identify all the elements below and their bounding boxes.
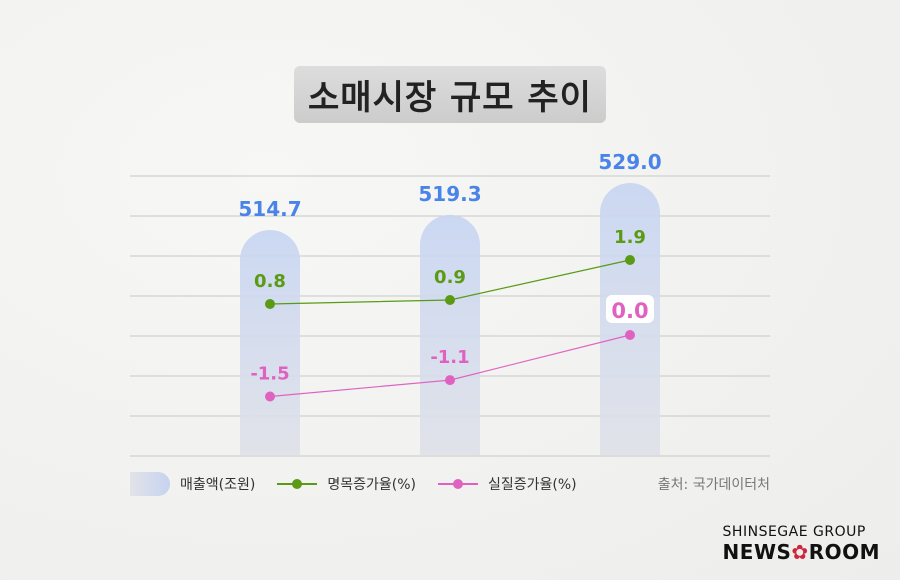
point-value-label: 0.9 [434, 267, 466, 288]
flower-icon: ✿ [791, 540, 809, 564]
legend-label: 명목증가율(%) [327, 477, 416, 493]
label-highlight [606, 295, 654, 323]
legend: 매출액(조원) 명목증가율(%) 실질증가율(%) 출처: 국가데이터처 [130, 472, 770, 496]
chart-title: 소매시장 규모 추이 [294, 66, 606, 123]
legend-item-nominal: 명목증가율(%) [277, 474, 416, 494]
legend-line-swatch [277, 479, 318, 489]
legend-line-swatch [437, 479, 478, 489]
bar [420, 214, 480, 455]
point-value-label: 1.9 [614, 227, 646, 248]
point-value-label: 0.8 [254, 271, 286, 292]
data-point [625, 330, 635, 340]
point-value-label: -1.1 [430, 347, 469, 368]
logo-room: ROOM [808, 540, 880, 564]
legend-label: 매출액(조원) [180, 477, 256, 493]
point-value-label: -1.5 [250, 364, 289, 385]
logo: SHINSEGAE GROUP NEWS✿ROOM [723, 524, 880, 564]
legend-item-real: 실질증가율(%) [437, 474, 577, 494]
bar [240, 230, 300, 455]
bar-value-label: 514.7 [238, 197, 301, 221]
data-point [265, 299, 275, 309]
legend-label: 실질증가율(%) [487, 477, 577, 493]
data-point [445, 375, 455, 386]
data-point [265, 391, 275, 402]
bar-value-label: 519.3 [418, 182, 481, 206]
logo-newsroom: NEWS✿ROOM [723, 540, 880, 564]
data-point [445, 295, 455, 305]
legend-bar-swatch [130, 472, 170, 496]
data-point [625, 255, 635, 265]
chart-title-wrap: 소매시장 규모 추이 [0, 66, 900, 123]
legend-item-sales: 매출액(조원) [130, 472, 255, 496]
logo-group: SHINSEGAE GROUP [722, 524, 866, 540]
point-value-label: 0.0 [611, 299, 648, 323]
logo-news: NEWS [722, 540, 792, 564]
source-note: 출처: 국가데이터처 [657, 477, 770, 493]
bar-value-label: 529.0 [598, 150, 661, 174]
